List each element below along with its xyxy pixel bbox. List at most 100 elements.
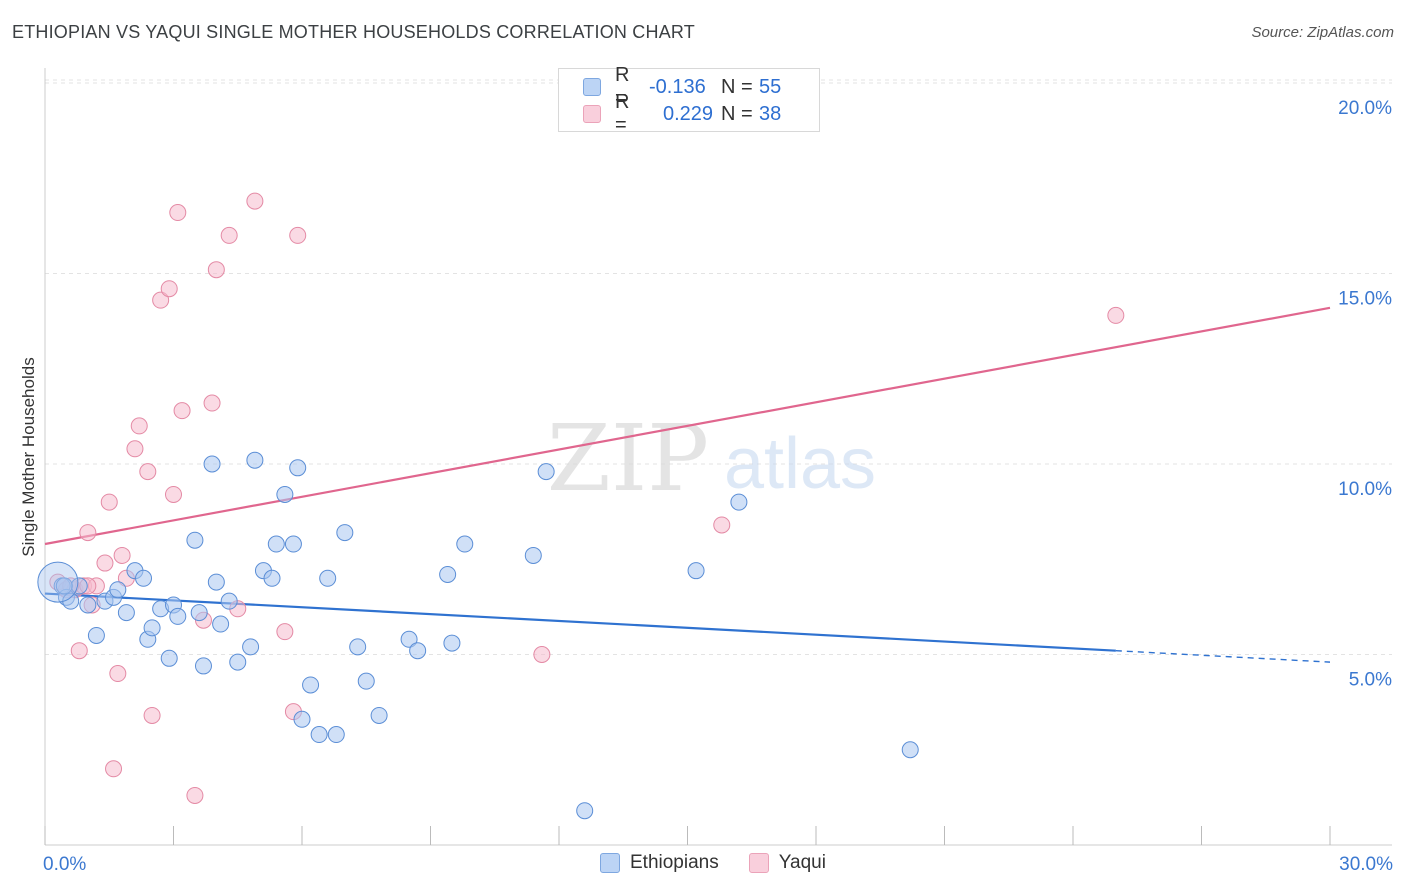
ethiopians-point (263, 569, 281, 587)
ethiopians-point (302, 676, 320, 694)
yaqui-point (79, 524, 97, 542)
yaqui-point (100, 493, 118, 511)
y-tick-label: 20.0% (1338, 98, 1392, 119)
yaqui-point (165, 485, 182, 503)
ethiopians-point (109, 581, 127, 599)
ethiopians-cluster-point (37, 561, 79, 603)
yaqui-point (105, 760, 123, 778)
chart-title: ETHIOPIAN VS YAQUI SINGLE MOTHER HOUSEHO… (12, 22, 695, 42)
ethiopians-point (336, 524, 354, 542)
ethiopians-point (220, 592, 238, 610)
yaqui-point (139, 463, 157, 481)
n-label: N = (721, 75, 753, 98)
n-value: 38 (759, 102, 782, 125)
ethiopians-point (194, 657, 212, 675)
ethiopians-point (267, 535, 285, 553)
yaqui-trend-line (44, 306, 1331, 546)
yaqui-point (289, 226, 307, 244)
gridlines (45, 79, 1392, 655)
ethiopians-point (901, 741, 919, 759)
legend-row-yaqui: R = 0.229 N = 38 (583, 91, 782, 136)
ethiopians-point (310, 726, 328, 744)
ethiopians-point (439, 565, 457, 583)
ethiopians-point (687, 562, 705, 580)
ethiopians-point (160, 649, 178, 667)
ethiopians-point (207, 573, 225, 591)
yaqui-point (173, 402, 191, 420)
yaqui-point (276, 623, 294, 641)
yaqui-point (126, 440, 144, 458)
y-axis-label: Single Mother Households (19, 357, 38, 556)
r-value: 0.229 (663, 102, 714, 125)
yaqui-point (143, 706, 161, 724)
yaqui-point (109, 665, 127, 683)
ethiopians-point (79, 596, 97, 614)
ethiopians-point (400, 630, 418, 648)
ethiopians-trend-extension (1115, 649, 1331, 663)
ethiopians-point (135, 569, 153, 587)
legend-item-yaqui: Yaqui (748, 852, 826, 874)
yaqui-swatch (583, 105, 601, 123)
yaqui-point (70, 642, 88, 660)
ethiopians-point (730, 493, 748, 511)
n-label: N = (721, 102, 753, 125)
ethiopians-point (349, 638, 367, 656)
ethiopians-swatch (583, 78, 601, 96)
watermark-atlas: atlas (724, 424, 876, 504)
n-value: 55 (759, 75, 782, 98)
source-label: Source: ZipAtlas.com (1251, 24, 1394, 41)
x-tick-label: 0.0% (43, 854, 86, 875)
ethiopians-point (289, 459, 307, 477)
yaqui-point (169, 204, 187, 222)
yaqui-point (160, 280, 178, 298)
ethiopians-point (576, 802, 594, 820)
yaqui-point (220, 226, 238, 244)
x-tick-label: 30.0% (1339, 854, 1393, 875)
ethiopians-point (276, 485, 294, 503)
legend-item-ethiopians: Ethiopians (600, 852, 719, 874)
watermark-zip: ZIP (547, 405, 709, 512)
ethiopians-swatch (600, 853, 620, 873)
ethiopians-point (284, 535, 302, 553)
correlation-legend: R = -0.136 N = 55 R = 0.229 N = 38 (558, 64, 820, 136)
y-tick-label: 15.0% (1338, 289, 1392, 310)
series-legend: Ethiopians Yaqui (600, 852, 856, 874)
ethiopians-point (246, 451, 264, 469)
ethiopians-point (409, 642, 427, 660)
ethiopians-point (357, 672, 375, 690)
r-label: R = (615, 64, 630, 109)
r-label: R = (615, 91, 630, 136)
yaqui-point (246, 192, 264, 210)
ethiopians-point (524, 546, 542, 564)
ethiopians-point (117, 604, 135, 622)
yaqui-point (96, 554, 114, 572)
r-value: -0.136 (649, 75, 706, 98)
ethiopians-point (87, 626, 105, 644)
yaqui-point (130, 417, 148, 435)
ethiopians-point (443, 634, 461, 652)
yaqui-point (186, 786, 204, 804)
ethiopians-point (169, 607, 187, 625)
ethiopians-point (319, 569, 337, 587)
yaqui-point (203, 394, 221, 412)
yaqui-point (152, 291, 170, 309)
ethiopians-label: Ethiopians (630, 852, 719, 873)
ethiopians-point (186, 531, 204, 549)
yaqui-point (713, 516, 731, 534)
ethiopians-point (456, 535, 474, 553)
ethiopians-point (190, 604, 208, 622)
yaqui-point (113, 546, 131, 564)
legend-row-ethiopians: R = -0.136 N = 55 (583, 64, 782, 109)
yaqui-point (207, 261, 225, 279)
ethiopians-point (229, 653, 247, 671)
yaqui-label: Yaqui (778, 852, 826, 873)
data-points (37, 192, 1125, 820)
ethiopians-point (537, 463, 555, 481)
watermark: ZIP atlas (547, 405, 876, 512)
axis-labels: 5.0% 10.0% 15.0% 20.0% 0.0% 30.0% (43, 98, 1393, 875)
axes (44, 68, 1392, 846)
ethiopians-point (327, 726, 345, 744)
ethiopians-point (212, 615, 230, 633)
yaqui-point (533, 646, 551, 663)
